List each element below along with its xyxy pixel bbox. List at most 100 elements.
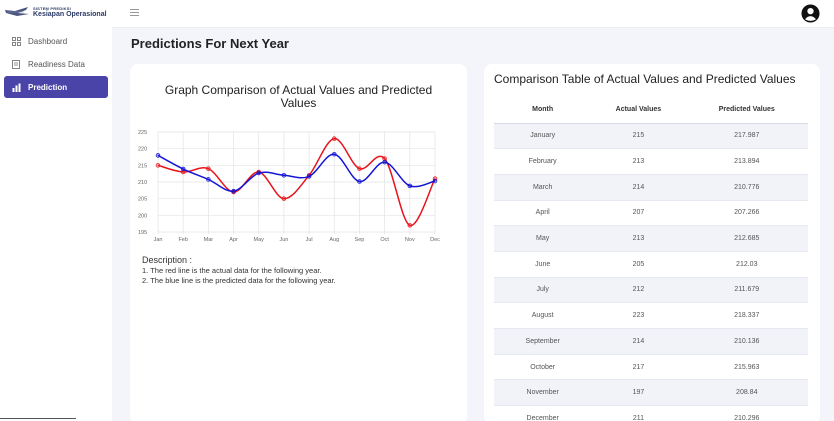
series-line-predicted <box>157 153 436 192</box>
cell-month: August <box>494 302 592 329</box>
data-point <box>281 172 287 178</box>
cell-actual: 214 <box>591 174 686 201</box>
cell-predicted: 215.963 <box>685 354 808 381</box>
data-point <box>357 179 362 184</box>
y-tick-label: 225 <box>138 130 147 136</box>
description-title: Description : <box>142 255 193 265</box>
column-header-month: Month <box>494 97 592 124</box>
sidebar-item-readiness-data[interactable]: Readiness Data <box>4 53 108 75</box>
column-header-actual: Actual Values <box>591 97 686 124</box>
cell-predicted: 208.84 <box>685 379 808 407</box>
hamburger-icon[interactable] <box>130 9 139 17</box>
document-icon <box>11 59 21 69</box>
cell-month: February <box>494 148 592 175</box>
sidebar-item-prediction[interactable]: Prediction <box>4 76 108 98</box>
cell-month: April <box>494 200 592 227</box>
top-bar <box>112 0 834 28</box>
x-tick-label: Jan <box>154 237 163 243</box>
table-row: October 217 215.963 <box>494 354 808 381</box>
table-row: April 207 207.266 <box>494 200 808 227</box>
x-tick-label: May <box>254 237 265 243</box>
y-tick-label: 195 <box>138 230 147 236</box>
cell-actual: 214 <box>591 328 686 355</box>
cell-month: March <box>494 174 592 201</box>
x-tick-label: Apr <box>229 237 238 243</box>
data-point <box>281 196 287 201</box>
sidebar-item-label: Dashboard <box>28 36 68 46</box>
data-point <box>231 188 236 194</box>
cell-predicted: 218.337 <box>685 302 808 329</box>
table-row: September 214 210.136 <box>494 328 808 355</box>
y-tick-label: 215 <box>138 163 147 169</box>
x-tick-label: Dec <box>430 237 440 243</box>
cell-month: September <box>494 328 592 355</box>
cell-predicted: 217.987 <box>685 123 808 150</box>
x-tick-label: Aug <box>329 237 339 243</box>
cell-actual: 205 <box>591 251 686 278</box>
comparison-table: Month Actual Values Predicted Values Jan… <box>494 97 808 421</box>
data-point <box>332 136 337 141</box>
plane-logo-icon <box>5 7 29 16</box>
cell-actual: 197 <box>591 379 686 407</box>
cell-actual: 215 <box>591 123 686 150</box>
sidebar-scrollbar[interactable] <box>0 418 76 419</box>
data-point <box>332 151 337 157</box>
table-row: February 213 213.894 <box>494 148 808 175</box>
table-row: March 214 210.776 <box>494 174 808 201</box>
table-header-row: Month Actual Values Predicted Values <box>494 97 808 124</box>
sidebar-item-label: Prediction <box>28 82 68 92</box>
cell-actual: 213 <box>591 148 686 175</box>
cell-predicted: 211.679 <box>685 277 808 304</box>
data-point <box>155 163 161 168</box>
cell-predicted: 210.776 <box>685 174 808 201</box>
x-tick-label: Feb <box>178 237 187 243</box>
graph-title: Graph Comparison of Actual Values and Pr… <box>164 83 433 110</box>
cell-actual: 217 <box>591 354 686 381</box>
x-tick-label: Oct <box>380 237 389 243</box>
data-point <box>180 166 186 172</box>
user-avatar-icon[interactable] <box>801 4 820 23</box>
table-row: August 223 218.337 <box>494 302 808 329</box>
cell-predicted: 213.894 <box>685 148 808 175</box>
data-point <box>407 183 413 189</box>
cell-predicted: 207.266 <box>685 200 808 227</box>
logo-subtitle: SISTEM PREDIKSI <box>33 5 71 11</box>
table-row: November 197 208.84 <box>494 379 808 407</box>
sidebar-item-dashboard[interactable]: Dashboard <box>4 30 108 52</box>
table-row: December 211 210.296 <box>494 405 808 421</box>
x-tick-label: Jun <box>279 237 288 243</box>
cell-month: December <box>494 405 592 421</box>
sidebar-menu: Dashboard Readiness Data Prediction <box>0 30 112 98</box>
x-tick-label: Nov <box>405 237 415 243</box>
data-point <box>306 174 312 179</box>
table-row: May 213 212.685 <box>494 225 808 252</box>
cell-actual: 211 <box>591 405 686 421</box>
column-header-predicted: Predicted Values <box>685 97 808 124</box>
data-point <box>357 166 362 171</box>
description-line: 1. The red line is the actual data for t… <box>142 266 322 275</box>
bar-chart-icon <box>11 82 21 92</box>
y-tick-label: 210 <box>138 180 147 186</box>
cell-actual: 223 <box>591 302 686 329</box>
cell-month: May <box>494 225 592 252</box>
comparison-line-chart: 195 200 205 210 215 220 225 Jan Feb Mar Apr May Jun J… <box>138 130 440 243</box>
table-row: July 212 211.679 <box>494 277 808 304</box>
graph-card: Graph Comparison of Actual Values and Pr… <box>130 64 467 421</box>
data-point <box>206 166 211 171</box>
cell-predicted: 212.685 <box>685 225 808 252</box>
chart-description: Description : 1. The red line is the act… <box>142 255 336 286</box>
sidebar: SISTEM PREDIKSI Kesiapan Operasional Das… <box>0 0 112 421</box>
cell-month: January <box>494 123 592 150</box>
data-point <box>407 223 413 228</box>
cell-actual: 212 <box>591 277 686 304</box>
x-tick-label: Sep <box>355 237 365 243</box>
table-title: Comparison Table of Actual Values and Pr… <box>494 72 796 86</box>
cell-predicted: 210.136 <box>685 328 808 355</box>
table-row: January 215 217.987 <box>494 123 808 150</box>
y-tick-label: 205 <box>138 197 147 203</box>
app-logo[interactable]: SISTEM PREDIKSI Kesiapan Operasional <box>0 0 112 24</box>
cell-actual: 213 <box>591 225 686 252</box>
cell-month: June <box>494 251 592 278</box>
data-point <box>256 170 261 176</box>
logo-title: Kesiapan Operasional <box>33 10 107 18</box>
